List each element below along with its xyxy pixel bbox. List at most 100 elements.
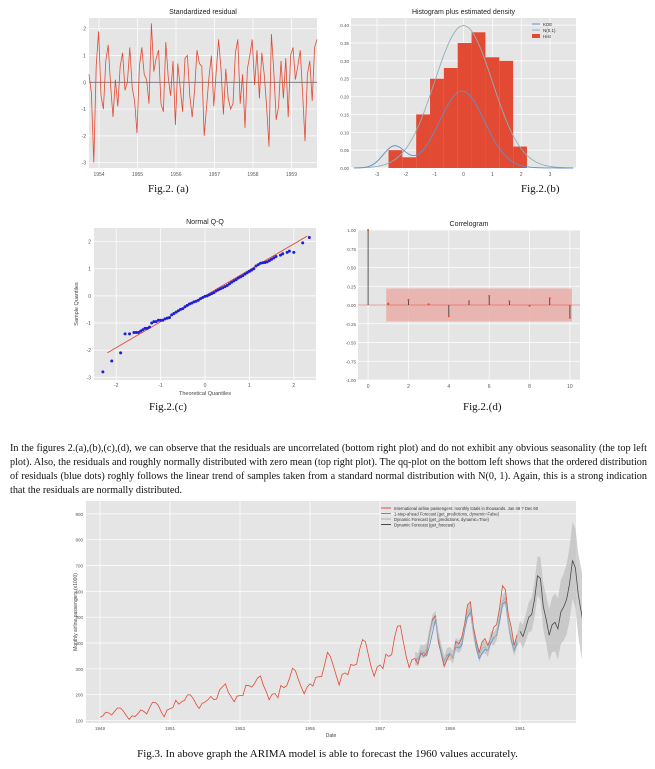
x-tick-label: -1: [432, 172, 437, 178]
qq-point: [234, 278, 238, 282]
x-tick-label: 0: [367, 384, 370, 390]
acf-marker: [508, 300, 511, 303]
y-tick-label: 0.05: [340, 148, 349, 153]
caption-fig-2a: Fig.2. (a): [148, 183, 189, 195]
legend-label: KDE: [543, 22, 552, 27]
series-line-0: [99, 584, 518, 721]
qq-chart: 2 1 0 -1 -2 -3 -2 -1 0 1 2 Theoretical Quantiles Sam…: [74, 219, 316, 397]
y-tick-label: 0.10: [340, 130, 349, 135]
qq-point: [194, 299, 198, 303]
y-axis-label: Sample Quantiles: [74, 282, 80, 326]
acf-marker: [548, 297, 551, 300]
histogram-bar: [499, 60, 514, 168]
x-tick-label: 1959: [286, 172, 297, 178]
y-tick-label: -3: [82, 161, 87, 167]
y-tick-label: 700: [75, 564, 83, 569]
qq-point: [252, 267, 256, 271]
qq-point: [287, 249, 291, 253]
qq-point: [201, 295, 205, 299]
qq-point: [247, 269, 251, 273]
qq-point: [219, 287, 223, 291]
x-tick-label: -1: [158, 383, 163, 389]
x-axis-label: Date: [326, 733, 337, 739]
qq-point: [278, 253, 282, 257]
qq-point: [134, 331, 138, 334]
y-tick-label: 0.00: [347, 303, 356, 308]
qq-point: [123, 332, 127, 336]
x-tick-label: 0: [204, 383, 207, 389]
y-tick-label: 0: [88, 294, 91, 300]
qq-point: [212, 291, 216, 295]
qq-point: [183, 305, 187, 309]
figure-b-histogram: 0.40 0.35 0.30 0.25 0.20 0.15 0.10 0.05 0.00 -3 -2…: [335, 6, 580, 181]
qq-point: [143, 326, 147, 330]
y-tick-label: 0.15: [340, 112, 349, 117]
y-tick-label: 0.40: [340, 23, 349, 28]
qq-point: [176, 309, 180, 313]
qq-point: [128, 332, 132, 336]
x-axis-label: Theoretical Quantiles: [179, 391, 231, 397]
acf-marker: [427, 303, 430, 306]
qq-point: [174, 310, 178, 314]
acf-marker: [568, 316, 571, 319]
qq-point: [132, 331, 136, 334]
y-tick-label: 1: [83, 54, 86, 60]
qq-point: [141, 328, 145, 332]
x-tick-label: 1955: [132, 172, 143, 178]
qq-point: [167, 316, 171, 320]
qq-point: [145, 326, 149, 330]
qq-point: [274, 255, 278, 258]
x-tick-label: 6: [488, 384, 491, 390]
y-tick-label: -0.50: [346, 341, 357, 346]
legend-label: International airline passengers: monthl…: [394, 506, 539, 511]
qq-point: [243, 272, 247, 276]
y-tick-label: -1: [87, 321, 92, 327]
chart-title: Correlogram: [450, 221, 489, 228]
qq-point: [199, 297, 203, 301]
x-tick-label: 1953: [235, 726, 246, 731]
histogram-bar: [471, 32, 486, 169]
qq-point: [150, 321, 154, 325]
y-tick-label: -3: [87, 375, 92, 381]
x-tick-label: 1956: [170, 172, 181, 178]
chart-title: Standardized residual: [169, 9, 237, 16]
y-tick-label: 200: [75, 693, 83, 698]
y-tick-label: 800: [75, 538, 83, 543]
y-tick-label: -0.25: [346, 322, 357, 327]
acf-marker: [367, 229, 370, 231]
y-tick-label: 600: [75, 589, 83, 594]
qq-point: [281, 252, 285, 256]
qq-point: [272, 256, 276, 260]
x-tick-label: 1: [491, 172, 494, 178]
y-tick-label: -2: [87, 348, 92, 354]
legend-label: Hist: [543, 34, 551, 39]
x-tick-label: 8: [528, 384, 531, 390]
y-tick-label: 0: [83, 80, 86, 86]
forecast-confidence-band: [415, 522, 582, 669]
x-tick-label: 3: [549, 172, 552, 178]
legend-label: Dynamic Forecast (get_predictions, dynam…: [394, 517, 490, 522]
legend-label: Dynamic Forecast (get_forecast): [394, 522, 455, 527]
qq-point: [239, 275, 243, 279]
x-tick-label: 1949: [95, 726, 106, 731]
y-tick-label: -0.75: [346, 359, 357, 364]
qq-point: [236, 276, 240, 280]
qq-point: [245, 271, 249, 275]
y-tick-label: 900: [75, 512, 83, 517]
y-tick-label: 2: [83, 27, 86, 33]
qq-point: [152, 320, 156, 324]
y-tick-label: 0.20: [340, 95, 349, 100]
qq-point: [205, 294, 209, 298]
x-tick-label: -3: [375, 172, 380, 178]
qq-point: [225, 284, 229, 288]
x-tick-label: 0: [462, 172, 465, 178]
y-tick-label: 1.00: [347, 228, 356, 233]
qq-point: [196, 298, 200, 302]
caption-fig-2d: Fig.2.(d): [463, 401, 502, 413]
qq-point: [207, 293, 211, 297]
x-tick-label: 1957: [375, 726, 386, 731]
y-tick-label: 1: [88, 267, 91, 273]
acf-marker: [407, 298, 410, 301]
qq-point: [241, 274, 245, 278]
figure-d-correlogram: 1.00 0.75 0.50 0.25 0.00 -0.25 -0.50 -0.75 -1.00…: [338, 218, 583, 398]
